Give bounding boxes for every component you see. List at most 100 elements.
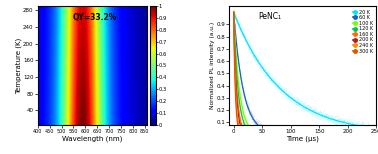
Point	[253, 130, 259, 132]
Point	[298, 130, 304, 132]
Point	[301, 132, 307, 134]
Point	[343, 129, 349, 132]
Point	[239, 116, 245, 118]
Point	[231, 24, 237, 27]
Point	[356, 131, 363, 134]
Point	[317, 132, 323, 134]
Point	[336, 118, 342, 121]
Point	[287, 130, 293, 132]
Point	[336, 121, 342, 123]
Point	[366, 128, 372, 130]
Point	[371, 129, 377, 131]
Point	[322, 121, 328, 123]
Point	[316, 112, 322, 115]
Point	[266, 129, 272, 131]
Point	[338, 119, 344, 121]
Point	[286, 128, 292, 131]
Point	[306, 131, 312, 133]
Point	[236, 65, 242, 68]
Point	[319, 113, 325, 115]
Point	[314, 130, 321, 133]
Point	[327, 132, 333, 134]
Point	[231, 13, 237, 15]
Point	[262, 130, 268, 132]
Point	[260, 131, 266, 134]
Point	[347, 126, 353, 129]
Point	[305, 130, 311, 132]
Point	[345, 131, 351, 134]
Point	[310, 109, 316, 111]
Point	[254, 132, 260, 134]
Point	[231, 42, 237, 44]
Point	[328, 132, 334, 134]
Point	[336, 132, 342, 134]
Point	[291, 132, 297, 134]
Point	[301, 129, 307, 131]
Point	[232, 59, 238, 62]
Point	[290, 130, 296, 132]
Point	[360, 132, 366, 134]
Point	[330, 132, 336, 134]
Point	[232, 68, 239, 70]
Point	[334, 132, 340, 134]
Point	[228, 130, 234, 132]
Point	[313, 129, 319, 132]
Point	[307, 131, 313, 133]
Point	[328, 121, 334, 124]
Point	[258, 128, 264, 131]
Point	[268, 132, 274, 134]
Point	[241, 125, 247, 128]
Point	[290, 98, 296, 100]
Point	[291, 99, 297, 102]
Point	[363, 127, 369, 129]
Point	[284, 97, 290, 100]
Point	[256, 132, 262, 134]
Point	[372, 132, 378, 134]
Point	[333, 120, 339, 123]
Point	[236, 83, 242, 86]
Point	[325, 129, 332, 131]
Point	[304, 131, 310, 134]
Point	[233, 64, 239, 67]
Point	[310, 132, 316, 134]
Point	[270, 78, 276, 80]
Point	[274, 130, 280, 132]
Point	[331, 131, 337, 134]
Point	[339, 132, 345, 134]
Point	[242, 95, 248, 97]
Point	[245, 121, 251, 124]
Point	[256, 56, 262, 58]
Point	[331, 132, 337, 134]
Point	[278, 85, 284, 88]
Point	[365, 130, 371, 133]
Point	[324, 118, 330, 120]
Point	[290, 131, 296, 133]
Point	[235, 88, 241, 90]
Point	[249, 117, 255, 119]
Point	[297, 100, 304, 103]
Point	[232, 38, 238, 40]
Point	[361, 130, 367, 133]
Point	[267, 132, 273, 134]
Point	[323, 130, 329, 133]
Point	[347, 130, 353, 132]
Point	[265, 132, 271, 134]
Point	[350, 130, 356, 133]
Point	[243, 41, 249, 43]
Point	[243, 122, 249, 124]
Point	[324, 115, 330, 118]
Point	[272, 83, 278, 86]
Point	[256, 60, 262, 63]
Point	[367, 132, 373, 134]
Point	[331, 130, 337, 133]
Point	[353, 132, 359, 134]
Point	[369, 130, 375, 132]
Point	[368, 125, 374, 127]
Point	[242, 97, 248, 100]
Point	[240, 127, 246, 129]
Point	[337, 128, 343, 131]
Point	[239, 122, 245, 125]
Point	[324, 132, 330, 134]
Point	[294, 132, 300, 134]
Point	[353, 129, 359, 132]
